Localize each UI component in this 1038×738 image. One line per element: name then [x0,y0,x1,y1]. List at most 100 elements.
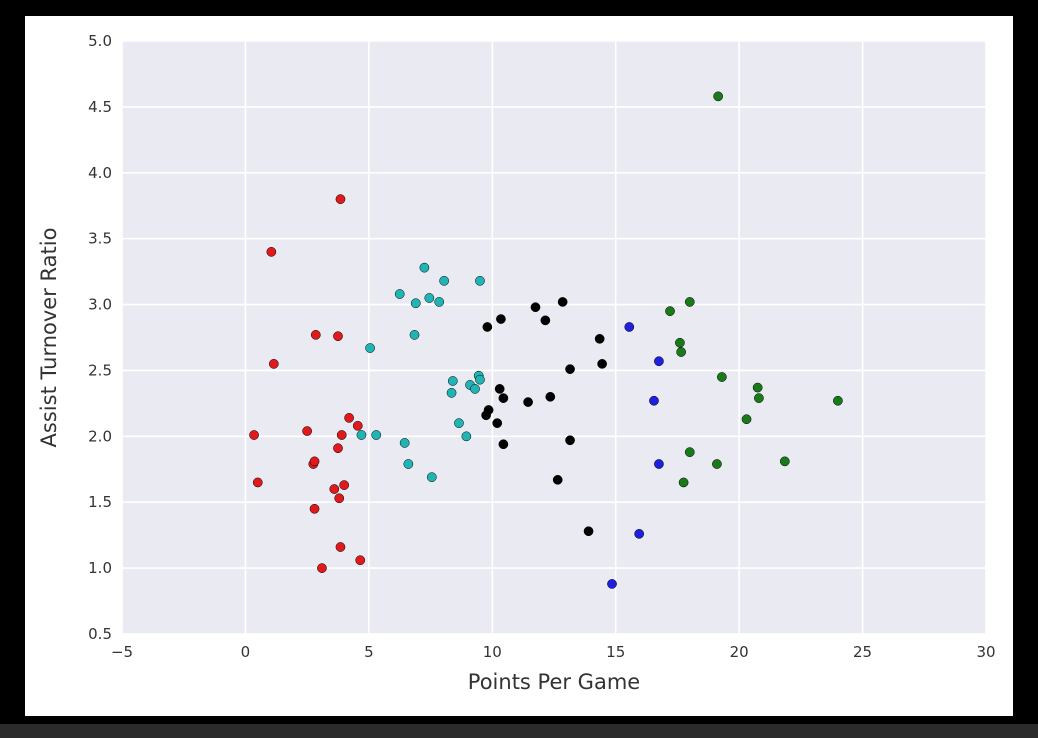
data-point [678,477,689,488]
x-tick-label: 15 [606,643,625,661]
data-point [712,459,722,469]
data-point [309,456,320,467]
data-point [252,477,263,488]
data-point [565,364,575,374]
data-point [752,382,763,393]
plot-area [122,41,986,634]
data-point [540,315,551,326]
chart-figure: −5 0 5 10 15 20 25 30 0.5 1.0 1.5 2.0 2.5 3.0 3.5 4.0 4… [25,16,1013,716]
data-point [684,297,695,307]
data-point [523,397,533,407]
y-tick-label: 3.5 [88,230,112,248]
data-point [475,374,485,385]
data-point [597,359,607,369]
data-point [634,528,645,539]
data-point [496,314,506,324]
data-point [302,426,312,436]
data-point [310,330,321,340]
data-point [344,413,354,423]
data-point [498,439,509,450]
y-tick-label: 0.5 [88,625,112,643]
data-point [565,435,575,446]
data-point [424,293,435,303]
x-tick-labels: −5 0 5 10 15 20 25 30 [111,643,996,661]
data-point [329,484,340,494]
data-point [352,420,363,431]
data-point [649,395,659,406]
data-point [475,275,485,286]
data-point [665,306,675,316]
data-point [557,297,568,307]
x-tick-label: 0 [241,643,251,661]
y-tick-labels: 0.5 1.0 1.5 2.0 2.5 3.0 3.5 4.0 4.5 5.0 [88,32,112,643]
data-point [481,410,491,421]
x-axis-label: Points Per Game [468,670,640,694]
data-point [676,347,686,357]
data-points [249,91,843,589]
data-point [498,393,509,403]
data-point [334,493,345,504]
data-point [624,322,635,332]
data-point [607,579,617,589]
data-point [309,503,320,514]
data-point [335,542,346,552]
x-tick-label: −5 [111,643,133,661]
data-point [333,331,343,342]
bottom-bar [0,724,1038,738]
data-point [741,414,752,425]
data-point [713,91,724,102]
grid-lines [121,40,987,635]
data-point [545,391,556,402]
data-point [419,262,430,273]
data-point [403,459,414,469]
y-tick-label: 3.0 [88,296,112,314]
x-tick-label: 30 [976,643,995,661]
data-point [552,474,563,485]
data-point [470,384,480,394]
data-point [754,393,764,403]
data-point [317,563,327,573]
data-point [249,430,259,440]
data-point [266,246,277,257]
data-point [355,555,366,566]
data-point [399,438,410,448]
data-point [333,443,343,454]
data-point [356,430,367,440]
data-point [394,289,405,299]
data-point [439,275,449,286]
data-point [675,337,685,348]
data-point [654,356,664,367]
data-point [482,322,493,332]
data-point [494,384,505,394]
data-point [530,302,541,313]
data-point [594,333,605,344]
data-point [409,330,420,340]
data-point [339,480,350,490]
data-point [461,431,472,442]
x-tick-label: 5 [364,643,374,661]
y-tick-label: 4.5 [88,98,112,116]
y-tick-label: 4.0 [88,164,112,182]
data-point [335,194,346,204]
y-tick-label: 2.0 [88,427,112,445]
y-axis-label: Assist Turnover Ratio [37,228,61,448]
x-tick-label: 10 [483,643,502,661]
x-tick-label: 25 [853,643,872,661]
data-point [779,456,790,467]
data-point [447,376,458,386]
data-point [268,359,279,369]
data-point [446,387,457,398]
y-tick-label: 5.0 [88,32,112,50]
data-point [410,298,421,309]
data-point [583,526,594,537]
data-point [365,343,375,353]
data-point [454,418,464,429]
data-point [336,430,347,440]
data-point [684,447,695,457]
data-point [434,297,445,307]
data-point [492,418,503,429]
data-point [717,372,727,382]
y-tick-label: 1.5 [88,493,112,511]
data-point [654,459,664,469]
data-point [833,395,843,406]
